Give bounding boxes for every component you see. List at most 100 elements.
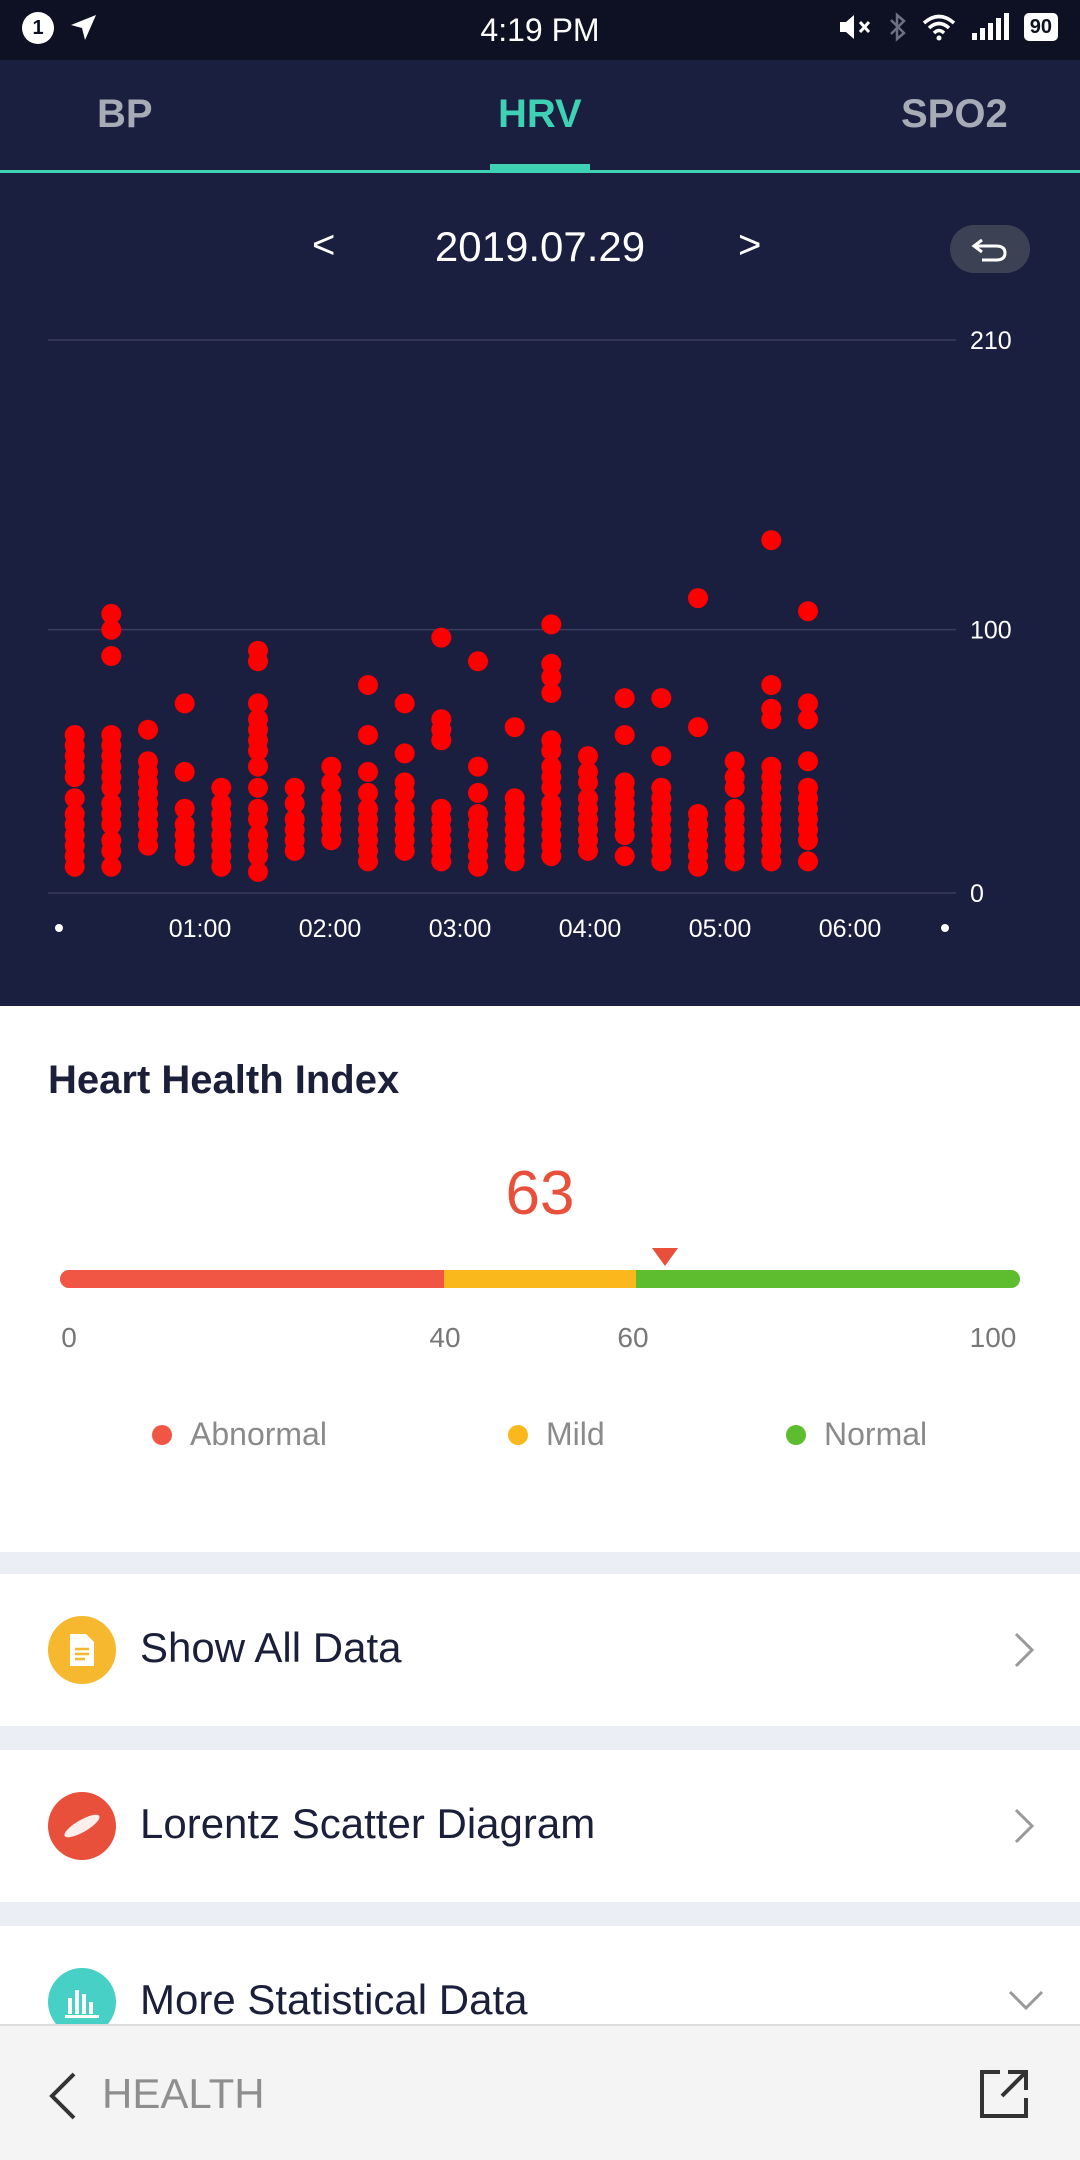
next-day-button[interactable]: > [738, 223, 762, 267]
legend-label: Mild [546, 1416, 605, 1452]
hrv-data-point [211, 777, 232, 798]
status-bar: 1 4:19 PM 90 [0, 0, 1080, 60]
hrv-data-point [468, 782, 488, 803]
gauge-tick: 60 [617, 1322, 649, 1353]
hrv-data-point [284, 777, 305, 798]
notification-badge: 1 [22, 12, 54, 44]
hrv-data-point [248, 640, 268, 661]
hrv-data-point [284, 793, 305, 814]
hrv-data-point [394, 798, 415, 819]
hrv-data-point [724, 751, 745, 772]
hrv-data-point [248, 861, 268, 882]
active-tab-indicator [490, 164, 590, 171]
gauge-segment-normal [636, 1270, 1020, 1288]
x-tick-label: 06:00 [819, 915, 882, 943]
chart-panel: 0 100 210 01:00 02:00 03:00 04:00 05:00 06:00 < … [0, 173, 1080, 1006]
hrv-data-point [761, 530, 782, 551]
bottom-bar: HEALTH [0, 2024, 1080, 2160]
row-label: More Statistical Data [140, 1976, 528, 2023]
hrv-data-point [248, 693, 268, 714]
hrv-data-point [431, 627, 452, 648]
hrv-data-point [248, 777, 268, 798]
hrv-data-point [64, 788, 85, 809]
hrv-data-point [798, 751, 818, 772]
tab-bp[interactable]: BP [97, 92, 153, 136]
hrv-data-point [541, 614, 562, 635]
hrv-data-point [358, 675, 378, 695]
hrv-data-point [724, 798, 745, 819]
hrv-data-point [174, 814, 195, 835]
x-axis-end-dot [55, 924, 63, 932]
row-label: Lorentz Scatter Diagram [140, 1800, 596, 1847]
heart-health-gauge [60, 1270, 1020, 1288]
hrv-data-point [101, 830, 122, 851]
hrv-data-point [614, 846, 635, 867]
hrv-data-point [101, 856, 122, 877]
back-arrow-icon[interactable] [46, 2070, 80, 2122]
bluetooth-icon [889, 12, 906, 42]
hrv-data-point [394, 743, 415, 764]
tab-bar: BP HRV SPO2 [0, 60, 1080, 173]
gauge-tick: 40 [429, 1322, 461, 1353]
return-button[interactable] [950, 225, 1030, 273]
hrv-data-point [541, 653, 562, 674]
hrv-data-point [724, 767, 745, 788]
back-label[interactable]: HEALTH [102, 2070, 265, 2117]
hrv-data-point [651, 777, 672, 798]
hrv-data-point [798, 601, 818, 622]
hrv-data-point [101, 793, 122, 814]
hrv-data-point [578, 788, 598, 809]
battery-indicator: 90 [1023, 13, 1058, 41]
hrv-data-point [614, 688, 635, 709]
hrv-data-point [614, 772, 635, 793]
normal-dot-icon [786, 1424, 806, 1445]
scatter-icon [48, 1792, 116, 1860]
y-tick-label: 0 [970, 880, 984, 908]
tab-spo2[interactable]: SPO2 [901, 92, 1008, 136]
previous-day-button[interactable]: < [312, 223, 336, 267]
x-tick-label: 04:00 [559, 915, 622, 943]
hrv-data-point [798, 851, 818, 872]
hrv-data-point [321, 788, 342, 809]
hrv-data-point [541, 730, 562, 751]
legend-mild: Mild [508, 1416, 605, 1453]
legend-abnormal: Abnormal [152, 1416, 327, 1453]
mild-dot-icon [508, 1424, 528, 1445]
hrv-data-point [138, 719, 158, 740]
x-tick-label: 01:00 [169, 915, 232, 943]
hrv-data-point [541, 756, 562, 777]
hrv-data-point [358, 782, 378, 803]
hrv-data-point [651, 688, 672, 709]
tab-hrv[interactable]: HRV [498, 92, 582, 136]
hrv-data-point [174, 798, 195, 819]
share-icon[interactable] [976, 2066, 1032, 2122]
location-arrow-icon [71, 15, 96, 40]
hrv-data-point [761, 698, 782, 719]
date-navigator: < 2019.07.29 > [0, 223, 1080, 283]
hrv-data-point [504, 788, 525, 809]
hrv-data-point [248, 798, 268, 819]
hrv-data-point [651, 746, 672, 767]
chevron-down-icon [1008, 1990, 1044, 2011]
hrv-data-point [284, 809, 305, 830]
hrv-data-point [578, 761, 598, 782]
lorentz-scatter-row[interactable]: Lorentz Scatter Diagram [0, 1750, 1080, 1902]
hrv-data-point [174, 693, 195, 714]
hrv-data-point [394, 772, 415, 793]
hrv-data-point [541, 793, 562, 814]
gauge-marker-icon [651, 1248, 678, 1266]
hrv-scatter-chart: 0 100 210 01:00 02:00 03:00 04:00 05:00 06:00 [48, 327, 1012, 943]
x-tick-label: 05:00 [689, 915, 752, 943]
heart-health-section: Heart Health Index 63 0 40 60 100 Abnorm… [0, 1006, 1080, 1552]
hrv-data-point [798, 777, 818, 798]
x-tick-label: 03:00 [429, 915, 492, 943]
abnormal-dot-icon [152, 1424, 172, 1445]
hrv-data-point [358, 761, 378, 782]
show-all-data-row[interactable]: Show All Data [0, 1574, 1080, 1726]
legend-normal: Normal [786, 1416, 927, 1453]
row-label: Show All Data [140, 1624, 402, 1671]
x-axis-end-dot [941, 924, 949, 932]
mute-icon [839, 15, 870, 39]
divider [0, 1902, 1080, 1926]
hrv-data-point [761, 675, 782, 695]
